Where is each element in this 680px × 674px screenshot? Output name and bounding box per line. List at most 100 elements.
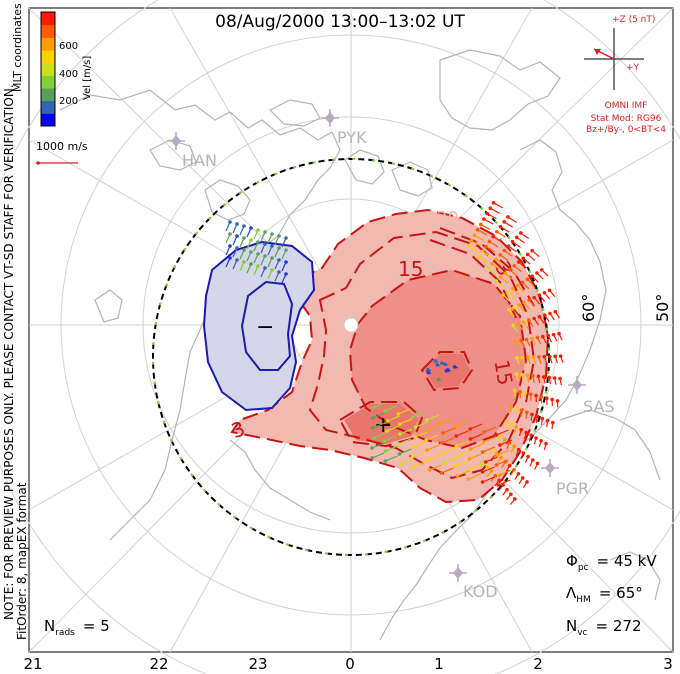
velocity-vector-dot (493, 473, 498, 478)
velocity-vector-dot (242, 248, 246, 252)
latitude-label-60: 60° (579, 294, 598, 322)
velocity-vector-dot (454, 434, 458, 438)
velocity-vector-dot (526, 355, 530, 360)
velocity-vector-dot (547, 354, 552, 359)
velocity-vector-dot (439, 471, 444, 475)
colorbar-tick-label: 200 (59, 96, 78, 107)
velocity-vector-dot (498, 434, 502, 438)
imf-condition: Bz+/By-, 0<BT<4 (586, 125, 666, 135)
velocity-vector-dot (263, 230, 267, 234)
map-title: 08/Aug/2000 13:00–13:02 UT (215, 12, 465, 32)
velocity-vector-dot (481, 440, 486, 444)
velocity-vector-dot (441, 461, 446, 465)
velocity-vector (482, 466, 495, 473)
velocity-vector-dot (270, 268, 274, 272)
velocity-vector-dot (520, 476, 525, 480)
mlt-tick-label: 22 (149, 655, 168, 673)
station-label-pgr: PGR (556, 479, 589, 498)
velocity-vector-dot (553, 354, 557, 359)
station-kod: KOD (449, 564, 498, 601)
velocity-vector-dot (511, 286, 515, 291)
velocity-vector (412, 461, 426, 468)
fit-info: FitOrder: 8, mapEX format (15, 482, 29, 640)
stat-nvc-symbol: N (566, 617, 577, 635)
coordinate-label: MLT coordinates (11, 3, 24, 92)
velocity-vector (443, 457, 456, 464)
velocity-vector-dot (528, 392, 533, 397)
velocity-vector-dot (472, 233, 477, 238)
velocity-vector-dot (476, 254, 481, 259)
stat-lambda-hm: ΛHM = 65° (566, 584, 643, 605)
imf-model: Stat Mod: RG96 (591, 114, 662, 124)
velocity-vector-dot (455, 474, 460, 478)
velocity-vector-dot (270, 232, 274, 236)
velocity-vector-dot (372, 436, 376, 440)
velocity-vector-dot (534, 393, 538, 398)
velocity-vector-dot (529, 433, 533, 438)
velocity-vector-dot (466, 477, 471, 481)
velocity-vector-dot (413, 425, 418, 429)
velocity-scale-dot (36, 161, 40, 165)
velocity-vector (412, 451, 425, 458)
preview-watermark: NOTE: FOR PREVIEW PURPOSES ONLY. PLEASE … (2, 84, 16, 620)
velocity-vector-dot (228, 256, 232, 260)
velocity-vector-dot (509, 492, 513, 497)
velocity-vector-dot (502, 248, 507, 253)
velocity-vector (496, 429, 509, 436)
velocity-vector-dot (263, 266, 267, 270)
velocity-vector (399, 428, 413, 435)
velocity-vector-dot (483, 460, 488, 464)
colorbar-cell (41, 88, 55, 102)
mlt-tick-label: 0 (345, 655, 355, 673)
velocity-vector-dot (511, 323, 515, 328)
velocity-vector-dot (242, 260, 246, 264)
velocity-vector-dot (553, 309, 558, 314)
velocity-scale: 1000 m/s (36, 140, 88, 165)
velocity-vector-dot (494, 279, 499, 283)
velocity-vector-dot (242, 236, 246, 240)
contour-label-partial: 30 (436, 208, 459, 229)
colorbar-tick-label: 600 (59, 41, 78, 52)
velocity-vector-dot (514, 235, 519, 240)
velocity-vector-dot (249, 238, 253, 242)
velocity-vector-dot (517, 303, 521, 307)
velocity-vector-dot (485, 211, 489, 216)
velocity-vector-dot (468, 437, 473, 441)
velocity-vector-dot (537, 293, 542, 297)
velocity-vector-dot (527, 318, 531, 323)
velocity-vector-dot (518, 389, 522, 394)
velocity-vector-dot (542, 313, 547, 317)
velocity-vector-dot (453, 424, 458, 428)
velocity-vector (427, 424, 441, 431)
velocity-vector (372, 422, 385, 429)
velocity-vector-dot (558, 376, 562, 381)
velocity-vector-dot (531, 355, 536, 359)
velocity-vector-dot (270, 244, 274, 248)
mlt-tick-label: 1 (434, 655, 444, 673)
velocity-vector-dot (228, 244, 232, 248)
velocity-vector-dot (277, 258, 281, 262)
velocity-vector-dot (452, 365, 457, 369)
station-label-kod: KOD (463, 582, 498, 601)
velocity-colorbar: 600 400 200 Vel [m/s] (40, 11, 93, 127)
velocity-vector-dot (370, 416, 375, 420)
velocity-vector-dot (547, 288, 552, 293)
velocity-vector-dot (540, 416, 545, 421)
velocity-vector-dot (509, 422, 514, 426)
stat-phi-sub: pc (578, 563, 589, 573)
velocity-vector-dot (440, 361, 444, 365)
velocity-vector-dot (544, 396, 549, 401)
velocity-vector-dot (385, 419, 390, 423)
velocity-vector-dot (498, 443, 502, 447)
velocity-vector-dot (550, 397, 554, 402)
velocity-vector-dot (527, 298, 531, 302)
velocity-vector-dot (488, 206, 493, 211)
velocity-vector-dot (480, 249, 484, 254)
velocity-vector (455, 420, 468, 427)
velocity-vector (469, 423, 483, 430)
station-pgr: PGR (541, 459, 589, 498)
velocity-vector-dot (512, 444, 516, 449)
velocity-vector-dot (526, 454, 530, 459)
velocity-vector-dot (537, 315, 542, 319)
velocity-vector-dot (546, 333, 550, 338)
